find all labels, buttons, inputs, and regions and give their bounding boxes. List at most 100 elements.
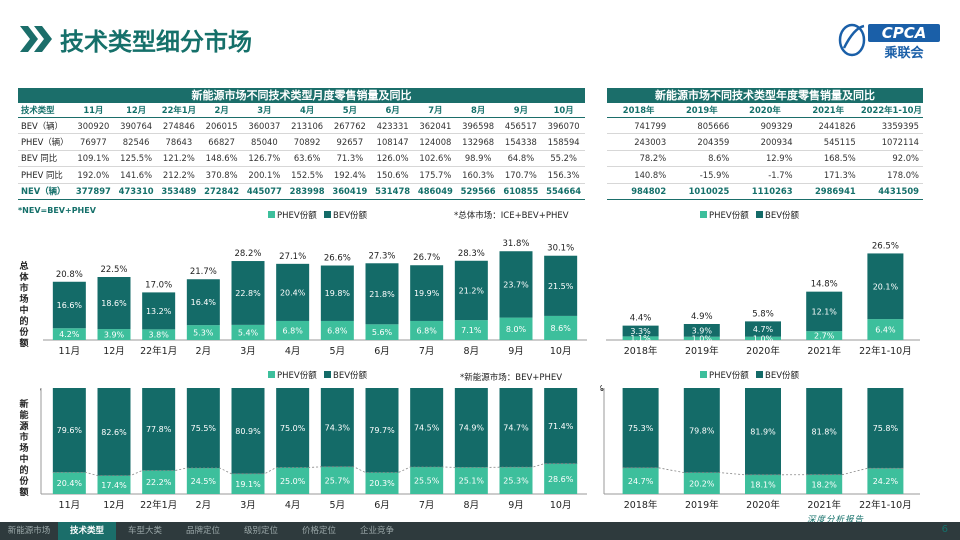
table-cell: 360037 <box>243 117 286 135</box>
table-column-header: 6月 <box>371 103 414 118</box>
table-cell: 125.5% <box>114 150 158 168</box>
table-cell: 12.9% <box>733 150 797 168</box>
table-cell: 300920 <box>72 117 115 135</box>
bar-bev <box>142 388 176 471</box>
bar-bev <box>544 388 578 464</box>
data-label-phev: 6.8% <box>417 326 438 335</box>
bar-bev <box>276 263 310 321</box>
table-column-header: 2018年 <box>607 103 671 118</box>
legend-swatch-phev <box>268 211 275 218</box>
x-tick-label: 2019年 <box>685 345 719 357</box>
bar-bev <box>142 292 176 330</box>
footer-tab[interactable]: 企业竞争 <box>359 526 394 536</box>
data-label-phev: 18.2% <box>811 480 837 489</box>
bar-bev <box>231 388 265 474</box>
bar-phev <box>499 317 533 340</box>
table-row: 741799 805666 909329 2441826 3359395 <box>607 117 923 135</box>
note-total-market: *总体市场：ICE+BEV+PHEV <box>454 211 569 221</box>
bar-bev <box>806 291 843 332</box>
data-label-bev: 81.9% <box>750 427 776 436</box>
table-column-header: 2019年 <box>670 103 734 118</box>
bar-phev <box>276 467 310 494</box>
phev-share-trend-line <box>622 467 904 476</box>
table-cell: 141.6% <box>114 166 158 184</box>
x-tick-label: 5月 <box>330 346 346 357</box>
chart-legend: PHEV份额 BEV份额 <box>268 370 368 381</box>
bar-phev <box>365 472 399 494</box>
table-cell: 160.3% <box>456 166 500 184</box>
bar-bev <box>97 277 131 330</box>
table-cell: 178.0% <box>859 166 923 184</box>
table-cell: 206015 <box>200 117 243 135</box>
data-label-phev: 25.3% <box>503 477 529 486</box>
table-cell: 140.8% <box>607 166 671 184</box>
table-cell: 213106 <box>285 117 329 135</box>
data-label-bev: 74.9% <box>459 424 485 433</box>
table-cell: 610855 <box>499 183 543 200</box>
footer-tab[interactable]: 技术类型 <box>58 522 116 540</box>
bar-phev <box>544 315 578 340</box>
table-cell: 92657 <box>328 133 372 151</box>
table-cell: 152.5% <box>285 166 329 184</box>
annual-table-panel: 新能源市场不同技术类型年度零售销量及同比 2018年 2019年 2020年 2021… <box>607 88 923 200</box>
footer-tab[interactable]: 车型大类 <box>127 526 162 536</box>
legend-label-phev: PHEV份额 <box>709 370 749 381</box>
data-label-bev: 20.4% <box>280 288 306 297</box>
x-tick-label: 2月 <box>196 500 212 511</box>
footer-tab[interactable]: 级别定位 <box>243 526 278 536</box>
data-label-total: 27.1% <box>279 252 306 262</box>
x-tick-label: 12月 <box>103 346 125 357</box>
bar-bev <box>867 253 904 320</box>
bar-phev <box>544 463 578 494</box>
data-label-total: 20.8% <box>56 270 83 280</box>
x-tick-label: 10月 <box>550 500 572 511</box>
legend-swatch-bev <box>756 371 763 378</box>
table-cell: 204359 <box>670 133 734 151</box>
legend-label-bev: BEV份额 <box>333 210 368 221</box>
table-column-header: 2022年1-10月 <box>859 103 923 118</box>
data-label-phev: 6.8% <box>283 326 304 335</box>
table-cell: 362041 <box>414 117 457 135</box>
bar-phev <box>622 336 659 340</box>
page-title: 技术类型细分市场 <box>60 28 252 56</box>
data-label-total: 22.5% <box>100 265 127 275</box>
x-tick-label: 2018年 <box>624 499 658 511</box>
data-label-phev: 28.6% <box>548 475 574 484</box>
nev-footnote: *NEV=BEV+PHEV <box>18 205 96 215</box>
data-label-phev: 25.5% <box>414 476 440 485</box>
chart-legend: PHEV份额 BEV份额 <box>268 210 368 221</box>
x-tick-label: 2020年 <box>746 345 780 357</box>
data-label-total: 26.7% <box>413 253 440 263</box>
table-cell: 370.8% <box>200 166 243 184</box>
data-label-bev: 18.6% <box>101 299 127 308</box>
data-label-total: 4.9% <box>691 312 713 322</box>
chevron-double-icon <box>20 26 52 52</box>
table-cell: 92.0% <box>859 150 923 168</box>
footer-tab[interactable]: 价格定位 <box>301 526 336 536</box>
y-axis-100-label: 100% <box>600 384 604 393</box>
bar-bev <box>186 388 220 469</box>
bar-phev <box>186 468 220 494</box>
bar-bev <box>806 388 843 475</box>
table-column-header: 9月 <box>499 103 543 118</box>
footer-tab[interactable]: 新能源市场 <box>7 526 51 536</box>
x-tick-label: 7月 <box>419 346 435 357</box>
data-label-bev: 22.8% <box>235 289 261 298</box>
table-cell: 132968 <box>456 133 500 151</box>
data-label-bev: 12.1% <box>811 307 837 316</box>
bar-phev <box>622 467 659 494</box>
bar-phev <box>867 319 904 340</box>
data-label-phev: 5.4% <box>238 328 259 337</box>
footer-tab[interactable]: 品牌定位 <box>185 526 220 536</box>
data-label-total: 4.4% <box>630 314 652 324</box>
row-label: BEV（辆） <box>18 117 72 135</box>
row-label: NEV（辆） <box>18 183 72 200</box>
bar-phev <box>499 467 533 494</box>
table-cell: 71.3% <box>328 150 372 168</box>
table-cell: 78643 <box>157 133 201 151</box>
bar-bev <box>745 388 781 475</box>
table-cell: 2441826 <box>796 117 860 135</box>
table-cell: 168.5% <box>796 150 860 168</box>
legend-swatch-phev <box>700 371 707 378</box>
table-column-header: 7月 <box>414 103 457 118</box>
